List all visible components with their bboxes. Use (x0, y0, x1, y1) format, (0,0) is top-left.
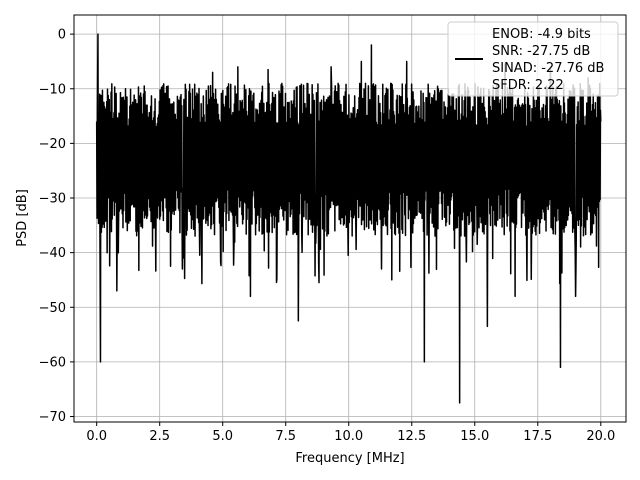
x-tick-label: 12.5 (397, 429, 426, 444)
y-axis-ticks: 0 −10 −20 −30 −40 −50 −60 −70 (39, 28, 74, 425)
x-tick-label: 5.0 (212, 429, 233, 444)
y-tick-label: −10 (39, 82, 66, 97)
legend-entry-line: SNR: -27.75 dB (492, 44, 590, 59)
psd-series (95, 33, 602, 404)
legend: ENOB: -4.9 bits SNR: -27.75 dB SINAD: -27.… (447, 21, 619, 97)
y-axis-label: PSD [dB] (15, 189, 30, 247)
legend-box (447, 21, 619, 97)
y-tick-label: −50 (39, 301, 66, 316)
x-tick-label: 2.5 (149, 429, 170, 444)
x-axis-ticks: 0.0 2.5 5.0 7.5 10.0 12.5 15.0 17.5 20.0 (86, 422, 615, 444)
psd-line (95, 33, 602, 404)
x-axis-label: Frequency [MHz] (295, 451, 404, 466)
x-tick-label: 20.0 (586, 429, 615, 444)
legend-entry-line: SFDR: 2.22 (492, 78, 564, 93)
x-tick-label: 7.5 (275, 429, 296, 444)
y-tick-label: −60 (39, 355, 66, 370)
plot-frame (73, 14, 627, 423)
legend-entry-line: ENOB: -4.9 bits (492, 27, 591, 42)
legend-text-block: ENOB: -4.9 bits SNR: -27.75 dB SINAD: -27.… (492, 27, 604, 93)
legend-entry-line: SINAD: -27.76 dB (492, 61, 604, 76)
y-tick-label: −70 (39, 410, 66, 425)
x-tick-label: 10.0 (334, 429, 363, 444)
x-tick-label: 17.5 (523, 429, 552, 444)
y-tick-label: −30 (39, 192, 66, 207)
x-tick-label: 0.0 (86, 429, 107, 444)
y-tick-label: −40 (39, 246, 66, 261)
y-tick-label: 0 (58, 28, 66, 43)
y-tick-label: −20 (39, 137, 66, 152)
x-tick-label: 15.0 (460, 429, 489, 444)
